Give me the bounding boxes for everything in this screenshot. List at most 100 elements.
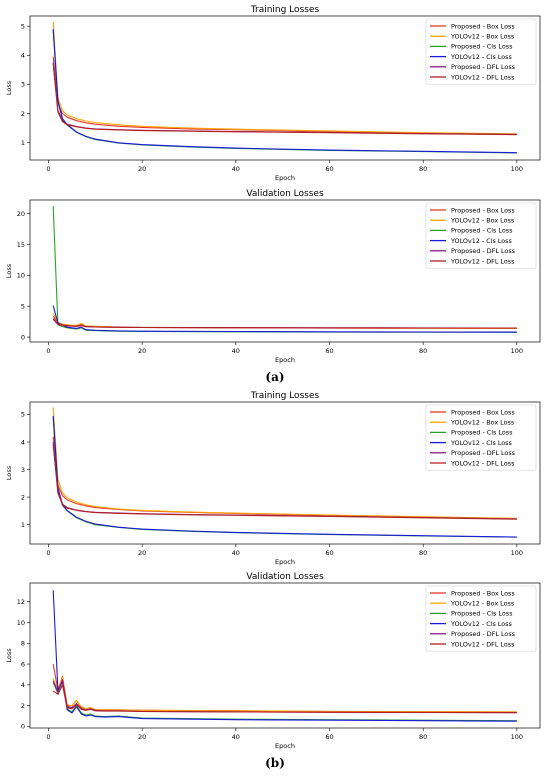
series-line-6 bbox=[52, 63, 517, 136]
caption-b: (b) bbox=[265, 756, 285, 770]
x-axis-label: Epoch bbox=[275, 356, 295, 364]
legend-label: Proposed - DFL Loss bbox=[451, 630, 516, 638]
legend-label: Proposed - Box Loss bbox=[451, 206, 515, 214]
y-tick-label: 8 bbox=[21, 640, 25, 648]
legend-label: YOLOv12 - Box Loss bbox=[450, 217, 515, 225]
series-line-5 bbox=[52, 318, 517, 329]
chart-title: Validation Losses bbox=[246, 189, 324, 199]
legend-label: YOLOv12 - Cls Loss bbox=[450, 620, 513, 628]
training-losses-chart-a: Training Losses 0 20 40 60 80 100 1 2 3 4 5 Epoch Los… bbox=[5, 5, 541, 182]
y-tick-label: 2 bbox=[21, 493, 25, 501]
series-line-1 bbox=[52, 664, 517, 713]
legend-label: YOLOv12 - DFL Loss bbox=[450, 640, 515, 648]
legend-label: YOLOv12 - DFL Loss bbox=[450, 459, 515, 467]
x-tick-label: 100 bbox=[511, 549, 523, 557]
legend-label: YOLOv12 - Box Loss bbox=[450, 600, 515, 608]
x-tick-label: 100 bbox=[511, 165, 523, 173]
plot-frame bbox=[29, 582, 541, 729]
legend-box bbox=[425, 585, 537, 652]
chart-panel-1: Training Losses 0 20 40 60 80 100 1 2 3 4 5 Epoch Los… bbox=[0, 0, 550, 185]
legend-label: Proposed - DFL Loss bbox=[451, 449, 516, 457]
x-tick-label: 40 bbox=[232, 733, 240, 741]
chart-panel-2: Validation Losses 0 20 40 60 80 100 0 5 10 15 20 Epo… bbox=[0, 188, 550, 366]
x-tick-label: 80 bbox=[419, 549, 427, 557]
x-tick-label: 80 bbox=[419, 165, 427, 173]
legend: Proposed - Box Loss YOLOv12 - Box Loss Pro… bbox=[425, 18, 537, 85]
y-tick-label: 5 bbox=[21, 302, 25, 310]
x-tick-label: 60 bbox=[325, 549, 333, 557]
legend-label: Proposed - Box Loss bbox=[451, 408, 515, 416]
x-tick-label: 20 bbox=[138, 347, 146, 355]
legend-label: YOLOv12 - Cls Loss bbox=[450, 53, 513, 61]
plot-frame bbox=[29, 15, 541, 161]
series-line-5 bbox=[52, 679, 517, 714]
chart-panel-3: Training Losses 0 20 40 60 80 100 1 2 3 4 5 Epoch Los… bbox=[0, 386, 550, 569]
legend: Proposed - Box Loss YOLOv12 - Box Loss Pro… bbox=[425, 585, 537, 652]
y-tick-label: 10 bbox=[17, 619, 25, 627]
y-tick-label: 3 bbox=[21, 81, 25, 89]
y-tick-label: 15 bbox=[17, 241, 25, 249]
x-tick-label: 80 bbox=[419, 733, 427, 741]
x-axis-label: Epoch bbox=[275, 174, 295, 182]
series-line-6 bbox=[52, 318, 517, 329]
x-tick-label: 0 bbox=[46, 733, 50, 741]
y-tick-label: 5 bbox=[21, 22, 25, 30]
y-tick-label: 1 bbox=[21, 139, 25, 147]
y-tick-label: 5 bbox=[21, 411, 25, 419]
series-line-1 bbox=[52, 315, 517, 329]
legend-box bbox=[425, 18, 537, 85]
x-tick-label: 20 bbox=[138, 549, 146, 557]
y-tick-label: 0 bbox=[21, 723, 25, 731]
x-tick-label: 80 bbox=[419, 347, 427, 355]
y-tick-label: 12 bbox=[17, 598, 25, 606]
x-tick-label: 0 bbox=[46, 549, 50, 557]
series-line-6 bbox=[52, 444, 517, 520]
legend-label: YOLOv12 - Cls Loss bbox=[450, 237, 513, 245]
legend-label: YOLOv12 - Box Loss bbox=[450, 33, 515, 41]
series-line-2 bbox=[52, 312, 517, 329]
legend-label: YOLOv12 - Box Loss bbox=[450, 419, 515, 427]
x-axis-label: Epoch bbox=[275, 742, 295, 750]
validation-losses-chart-a: Validation Losses 0 20 40 60 80 100 0 5 10 15 20 Epo… bbox=[5, 189, 541, 364]
y-tick-label: 4 bbox=[21, 52, 25, 60]
chart-title: Training Losses bbox=[250, 5, 320, 15]
y-tick-label: 4 bbox=[21, 438, 25, 446]
y-axis-label: Loss bbox=[5, 465, 13, 480]
x-tick-label: 100 bbox=[511, 347, 523, 355]
y-tick-label: 2 bbox=[21, 702, 25, 710]
legend-label: Proposed - Box Loss bbox=[451, 22, 515, 30]
x-tick-label: 20 bbox=[138, 165, 146, 173]
x-tick-label: 40 bbox=[232, 347, 240, 355]
series-line-2 bbox=[52, 21, 517, 135]
y-tick-label: 2 bbox=[21, 110, 25, 118]
series-line-2 bbox=[52, 677, 517, 713]
legend: Proposed - Box Loss YOLOv12 - Box Loss Pro… bbox=[425, 404, 537, 471]
legend-label: Proposed - Box Loss bbox=[451, 589, 515, 597]
y-tick-label: 6 bbox=[21, 660, 25, 668]
legend-label: Proposed - Cls Loss bbox=[451, 43, 513, 51]
y-axis-label: Loss bbox=[5, 80, 13, 95]
plot-frame bbox=[29, 401, 541, 545]
y-tick-label: 0 bbox=[21, 333, 25, 341]
legend-box bbox=[425, 404, 537, 471]
x-tick-label: 0 bbox=[46, 165, 50, 173]
series-line-4 bbox=[52, 29, 517, 154]
y-tick-label: 10 bbox=[17, 272, 25, 280]
chart-title: Validation Losses bbox=[246, 572, 324, 582]
y-axis-label: Loss bbox=[5, 648, 13, 663]
x-tick-label: 60 bbox=[325, 165, 333, 173]
y-tick-label: 4 bbox=[21, 681, 25, 689]
x-axis-label: Epoch bbox=[275, 558, 295, 566]
legend-label: Proposed - Cls Loss bbox=[451, 227, 513, 235]
legend: Proposed - Box Loss YOLOv12 - Box Loss Pro… bbox=[425, 202, 537, 269]
legend-label: YOLOv12 - DFL Loss bbox=[450, 257, 515, 265]
legend-label: Proposed - DFL Loss bbox=[451, 63, 516, 71]
legend-label: YOLOv12 - DFL Loss bbox=[450, 73, 515, 81]
series-line-1 bbox=[52, 56, 517, 135]
y-tick-label: 3 bbox=[21, 466, 25, 474]
series-line-4 bbox=[52, 305, 517, 333]
x-tick-label: 20 bbox=[138, 733, 146, 741]
y-tick-label: 20 bbox=[17, 210, 25, 218]
legend-label: Proposed - Cls Loss bbox=[451, 429, 513, 437]
x-tick-label: 60 bbox=[325, 733, 333, 741]
